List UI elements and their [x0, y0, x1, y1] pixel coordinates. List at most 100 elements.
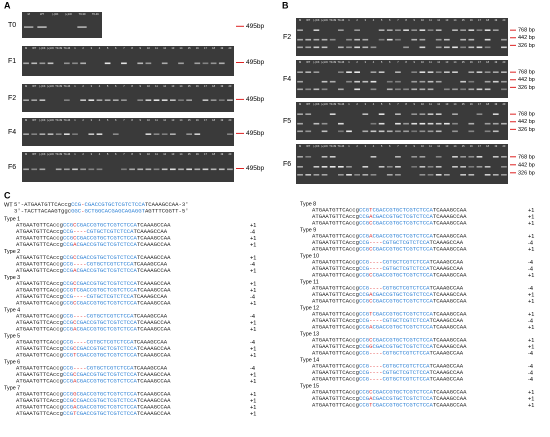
band: [395, 122, 401, 125]
sequence-part: C: [369, 272, 373, 279]
band: [443, 174, 450, 176]
lane-label: (+)CK: [47, 152, 54, 156]
sequence-part: TCAAAGCCAA: [430, 376, 464, 383]
band: [329, 156, 336, 158]
band: [218, 99, 225, 101]
lane-label: 19: [220, 84, 223, 88]
band: [476, 46, 483, 49]
band: [31, 62, 38, 65]
lane-label: 20: [502, 18, 505, 22]
band: [297, 166, 303, 168]
sequence-part: C: [73, 222, 77, 229]
lane-label: 6: [389, 60, 391, 64]
band: [194, 62, 201, 65]
sequence-part: TCAAAGCCAA: [433, 213, 467, 220]
band: [419, 71, 426, 73]
sequence-part: CCG: [359, 376, 370, 383]
lane-label: T0-39: [55, 152, 62, 156]
lane-label: 19: [220, 152, 223, 156]
sequence: ATGAATGTTCAccgCCGCCGACCGTGCTCGTCTCCATCAA…: [312, 389, 467, 396]
sequence-part: ATGAATGTTCAccg: [312, 259, 359, 266]
sequence-part: ----: [369, 350, 382, 357]
sequence-part: CGTGCTCGTCTCCA: [87, 313, 135, 320]
band: [443, 38, 450, 41]
lane-label: 10: [421, 144, 424, 148]
sequence-part: CCG: [63, 293, 74, 300]
indel: +1: [528, 312, 534, 318]
sequence-part: CGACCGTGCTCGTCTCCA: [76, 267, 137, 274]
sequence-part: C: [73, 371, 77, 378]
band: [80, 168, 87, 171]
sequence-part: TCAAAGCCAA: [137, 326, 171, 333]
sequence-part: A: [369, 213, 373, 220]
band: [443, 122, 450, 125]
sequence: ATGAATGTTCAccgCCGGCGACCGTGCTCGTCTCCATCAA…: [312, 343, 467, 350]
sequence-part: TCAAAGCCAA: [134, 261, 168, 268]
band: [337, 122, 344, 125]
band: [137, 168, 144, 171]
band: [362, 130, 369, 133]
sequence: ATGAATGTTCAccgCCGCCGACCGTGCTCGTCTCCATCAA…: [16, 254, 171, 261]
band: [194, 133, 201, 135]
sequence-part: C: [73, 280, 77, 287]
sequence-part: A: [73, 241, 77, 248]
type-label: Type 10: [300, 253, 319, 259]
lane-label: 7: [397, 18, 399, 22]
indel: +1: [528, 292, 534, 298]
sequence-part: G: [73, 391, 77, 398]
lane-label: 2: [82, 118, 84, 122]
band: [37, 26, 47, 28]
sequence-part: CGACCGTGCTCGTCTCCA: [372, 343, 433, 350]
sequence-part: ATGAATGTTCAccg: [312, 207, 359, 214]
sequence: ATGAATGTTCAccgCCG----CGTGCTCGTCTCCATCAAA…: [312, 317, 464, 324]
lane-label: 3: [365, 60, 367, 64]
sequence: ATGAATGTTCAccgCCGTCGACCGTGCTCGTCTCCATCAA…: [312, 207, 467, 214]
band: [329, 38, 336, 41]
band: [395, 38, 401, 41]
sequence-part: CGACCGTGCTCGTCTCCA: [76, 280, 137, 287]
band: [23, 99, 29, 101]
band: [145, 99, 152, 101]
indel: +1: [528, 273, 534, 279]
band: [329, 166, 336, 168]
sequence-part: CGACCGTGCTCGTCTCCA: [372, 213, 433, 220]
band: [460, 166, 467, 168]
lane-label: 10: [147, 118, 150, 122]
lane-label: 16: [196, 84, 199, 88]
sequence-part: A: [369, 324, 373, 331]
sequence-part: CCG: [359, 207, 370, 214]
sequence-part: ATGAATGTTCAccg: [312, 285, 359, 292]
indel: -4: [250, 366, 255, 372]
sequence-part: A: [369, 233, 373, 240]
lane-label: T0-39: [79, 12, 86, 16]
band: [501, 38, 507, 41]
sequence: ATGAATGTTCAccgCCG----CGTGCTCGTCTCCATCAAA…: [312, 239, 464, 246]
band: [427, 122, 434, 125]
lane-label: 2: [356, 18, 358, 22]
lane-label: 12: [163, 152, 166, 156]
sequence: ATGAATGTTCAccgCCGCCGACCGTGCTCGTCTCCATCAA…: [312, 272, 467, 279]
sequence: ATGAATGTTCAccgCCGCCGACCGTGCTCGTCTCCATCAA…: [16, 345, 171, 352]
lane-label: (+)CK: [47, 46, 54, 50]
lane-label: 16: [470, 144, 473, 148]
band: [492, 130, 499, 133]
lane-label: 5: [107, 152, 109, 156]
sequence-part: CGACCGTGCTCGTCTCCA: [76, 300, 137, 307]
band: [411, 29, 418, 31]
lane-label: 12: [437, 144, 440, 148]
band: [354, 80, 361, 83]
band: [305, 71, 312, 73]
band: [452, 88, 458, 91]
sequence-part: CCG: [63, 410, 74, 417]
lane-label: (+)CK: [47, 84, 54, 88]
sequence-part: ATGAATGTTCAccg: [16, 287, 63, 294]
sequence-part: TCAAAGCCAA: [137, 319, 171, 326]
sequence-part: TCAAAGCCAA: [137, 267, 171, 274]
lane-label: 3: [365, 144, 367, 148]
sequence-part: ATGAATGTTCAccg: [312, 389, 359, 396]
band: [484, 38, 491, 41]
sequence-part: ATGAATGTTCAccg: [16, 378, 63, 385]
lane-label: 12: [163, 118, 166, 122]
sequence: ATGAATGTTCAccgCCG----CGTGCTCGTCTCCATCAAA…: [16, 293, 168, 300]
band: [321, 122, 328, 125]
